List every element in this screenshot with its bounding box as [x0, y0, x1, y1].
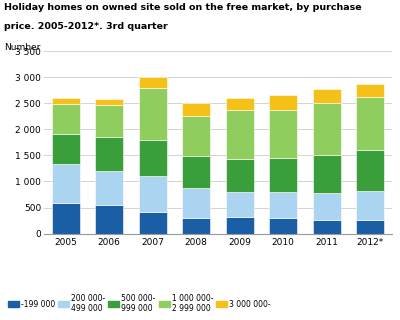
Bar [182, 116, 210, 156]
Text: Number: Number [4, 43, 40, 52]
Bar [139, 212, 167, 234]
Bar [269, 218, 297, 234]
Bar [52, 203, 80, 234]
Bar [95, 171, 123, 205]
Legend: -199 000, 200 000-
499 000, 500 000-
999 000, 1 000 000-
2 999 000, 3 000 000-: -199 000, 200 000- 499 000, 500 000- 999… [8, 293, 271, 313]
Bar [226, 98, 254, 110]
Bar [313, 193, 341, 220]
Bar [269, 158, 297, 192]
Bar [226, 218, 254, 234]
Bar [356, 191, 384, 220]
Bar [269, 192, 297, 218]
Bar [95, 105, 123, 137]
Bar [52, 134, 80, 164]
Bar [269, 110, 297, 158]
Bar [182, 103, 210, 116]
Bar [313, 89, 341, 103]
Bar [182, 188, 210, 218]
Bar [356, 84, 384, 97]
Bar [313, 220, 341, 234]
Bar [226, 158, 254, 192]
Bar [226, 192, 254, 218]
Bar [356, 97, 384, 150]
Bar [313, 103, 341, 155]
Bar [356, 220, 384, 234]
Bar [52, 104, 80, 134]
Bar [356, 150, 384, 191]
Bar [95, 99, 123, 105]
Bar [52, 98, 80, 104]
Bar [313, 155, 341, 193]
Bar [95, 137, 123, 171]
Bar [52, 164, 80, 203]
Bar [182, 156, 210, 188]
Bar [95, 205, 123, 234]
Bar [182, 218, 210, 234]
Bar [139, 88, 167, 140]
Text: price. 2005-2012*. 3rd quarter: price. 2005-2012*. 3rd quarter [4, 22, 168, 31]
Text: Holiday homes on owned site sold on the free market, by purchase: Holiday homes on owned site sold on the … [4, 3, 362, 12]
Bar [139, 140, 167, 176]
Bar [139, 77, 167, 88]
Bar [269, 95, 297, 110]
Bar [139, 176, 167, 212]
Bar [226, 110, 254, 158]
